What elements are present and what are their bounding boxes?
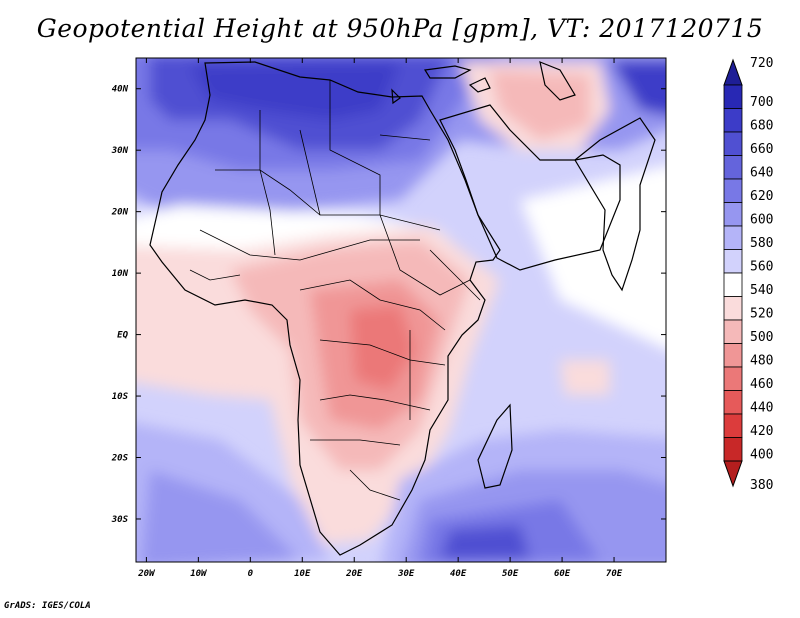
colorbar-swatch bbox=[723, 202, 743, 227]
lat-label: 30N bbox=[111, 146, 129, 156]
colorbar-swatch bbox=[723, 178, 743, 203]
lon-label: 30E bbox=[397, 569, 415, 579]
colorbar-label: 620 bbox=[750, 189, 773, 204]
colorbar: 720 700 680 660 640 620 600 580 560 540 520 500 480 4… bbox=[723, 56, 773, 493]
colorbar-label: 520 bbox=[750, 306, 773, 321]
coastlines bbox=[149, 61, 656, 556]
colorbar-swatch bbox=[723, 319, 743, 344]
colorbar-label: 420 bbox=[750, 424, 773, 439]
colorbar-label: 500 bbox=[750, 330, 773, 345]
colorbar-swatch bbox=[723, 272, 743, 297]
lat-label: EQ bbox=[117, 331, 128, 341]
colorbar-label: 460 bbox=[750, 377, 773, 392]
colorbar-label: 540 bbox=[750, 283, 773, 298]
colorbar-swatch bbox=[723, 155, 743, 180]
colorbar-label: 720 bbox=[750, 56, 773, 71]
colorbar-label: 700 bbox=[750, 95, 773, 110]
colorbar-bottom-arrow bbox=[723, 460, 743, 488]
lon-label: 50E bbox=[502, 569, 519, 579]
lat-label: 10S bbox=[112, 392, 129, 402]
colorbar-label: 660 bbox=[750, 142, 773, 157]
colorbar-swatch bbox=[723, 84, 743, 109]
lat-label: 20S bbox=[111, 454, 129, 464]
colorbar-swatch bbox=[723, 249, 743, 274]
lon-label: 40E bbox=[450, 569, 467, 579]
lon-label: 20E bbox=[345, 569, 363, 579]
country-borders bbox=[189, 80, 481, 501]
colorbar-label: 480 bbox=[750, 353, 773, 368]
colorbar-swatch bbox=[723, 437, 743, 462]
colorbar-label: 680 bbox=[750, 118, 773, 133]
lon-label: 70E bbox=[606, 569, 623, 579]
lon-label: 10W bbox=[190, 569, 208, 579]
colorbar-label: 600 bbox=[750, 212, 773, 227]
lat-label: 30S bbox=[111, 515, 129, 525]
map-title: Geopotential Height at 950hPa [gpm], VT:… bbox=[36, 14, 764, 43]
colorbar-swatch bbox=[723, 343, 743, 368]
colorbar-swatch bbox=[723, 225, 743, 250]
colorbar-label: 400 bbox=[750, 447, 773, 462]
lat-label: 10N bbox=[112, 269, 129, 279]
colorbar-label: 640 bbox=[750, 165, 773, 180]
colorbar-label: 560 bbox=[750, 259, 773, 274]
colorbar-label: 440 bbox=[750, 400, 773, 415]
colorbar-swatch bbox=[723, 366, 743, 391]
colorbar-swatch bbox=[723, 413, 743, 438]
colorbar-label: 380 bbox=[750, 478, 773, 493]
lon-label: 10E bbox=[294, 569, 311, 579]
colorbar-swatch bbox=[723, 390, 743, 415]
colorbar-swatch bbox=[723, 296, 743, 321]
lat-label: 40N bbox=[112, 85, 129, 95]
map-axes: 40N 30N 20N 10N EQ 10S 20S 30S 20W 10W 0 10E 20E 30E 4… bbox=[111, 58, 666, 579]
colorbar-swatch bbox=[723, 108, 743, 133]
grads-credit: GrADS: IGES/COLA bbox=[4, 601, 91, 611]
lon-label: 0 bbox=[248, 569, 254, 579]
height-field bbox=[136, 58, 666, 562]
lon-label: 20W bbox=[137, 569, 156, 579]
colorbar-top-arrow bbox=[723, 58, 743, 86]
colorbar-swatch bbox=[723, 131, 743, 156]
lat-label: 20N bbox=[111, 208, 129, 218]
plot-frame bbox=[135, 57, 667, 563]
colorbar-label: 580 bbox=[750, 236, 773, 251]
lon-label: 60E bbox=[554, 569, 571, 579]
